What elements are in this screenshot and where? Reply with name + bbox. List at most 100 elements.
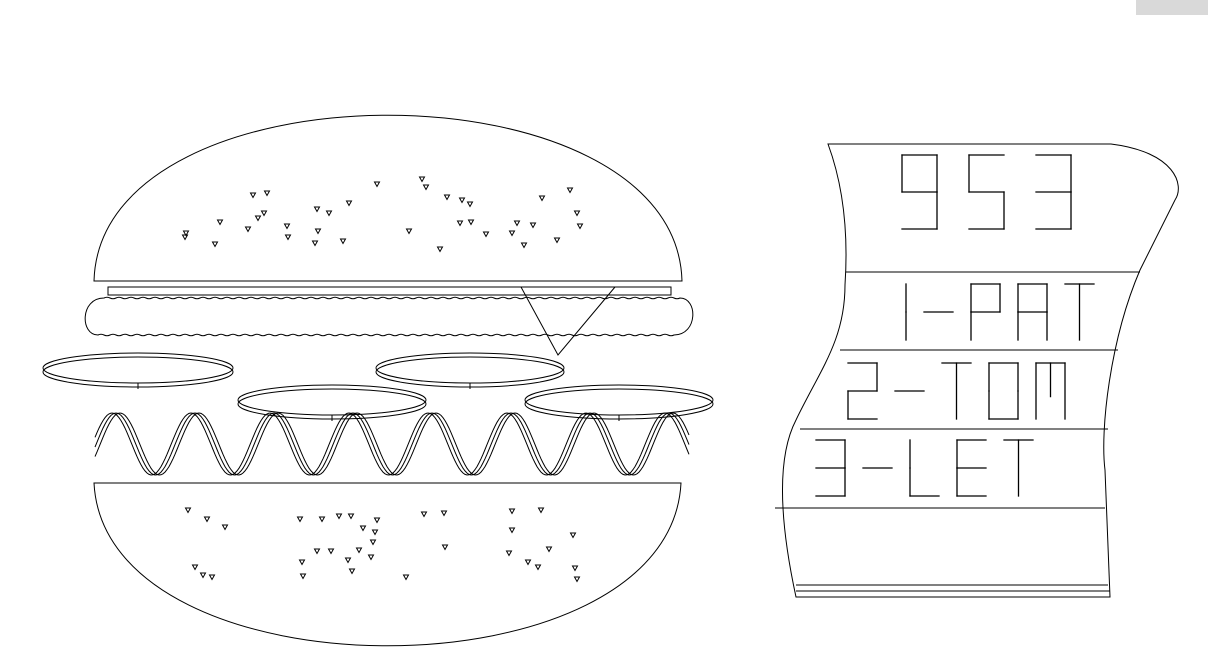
lettuce-wave: [94, 412, 690, 476]
receipt-glyph: [1017, 283, 1048, 341]
sesame-seed-icon: [508, 230, 516, 237]
bottom-bun: [93, 482, 682, 647]
receipt-glyph: [815, 439, 846, 497]
sesame-seed-icon: [181, 234, 189, 241]
sesame-seed-icon: [249, 192, 257, 199]
sesame-seed-icon: [335, 513, 343, 520]
sesame-seed-icon: [254, 215, 262, 222]
sesame-seed-icon: [373, 517, 381, 524]
order-number: [901, 154, 1072, 230]
sesame-seed-icon: [443, 194, 451, 201]
sesame-seed-icon: [359, 525, 367, 532]
sesame-seed-icon: [373, 181, 381, 188]
receipt-glyph: [1035, 154, 1072, 230]
sesame-seed-icon: [458, 197, 466, 204]
sesame-seed-icon: [524, 559, 532, 566]
receipt-glyph: [901, 154, 938, 230]
sesame-seed-icon: [505, 550, 513, 557]
sesame-seed-icon: [566, 187, 574, 194]
receipt-glyph: [970, 283, 1001, 341]
sesame-seed-icon: [418, 176, 426, 183]
sesame-seed-icon: [441, 544, 449, 551]
bottom-bun-seeds: [184, 507, 581, 583]
receipt-line-lettuce: [815, 439, 1034, 497]
sesame-seed-icon: [216, 219, 224, 226]
sesame-seed-icon: [436, 246, 444, 253]
tomato-slice: [42, 352, 234, 389]
sesame-seed-icon: [405, 228, 413, 235]
receipt-outline: [782, 143, 1179, 598]
sesame-seed-icon: [263, 190, 271, 197]
sesame-seed-icon: [456, 220, 464, 227]
tomato-slice: [375, 352, 565, 389]
tomato-slices: [42, 352, 714, 421]
sesame-seed-icon: [367, 554, 375, 561]
sesame-seed-icon: [313, 548, 321, 555]
sesame-seed-icon: [569, 532, 577, 539]
receipt-glyph: [941, 362, 972, 420]
sesame-seed-icon: [520, 242, 528, 249]
sesame-seed-icon: [348, 568, 356, 575]
sesame-seed-icon: [538, 195, 546, 202]
sesame-seed-icon: [339, 238, 347, 245]
sesame-seed-icon: [508, 508, 516, 515]
sesame-seed-icon: [325, 210, 333, 217]
sesame-seed-icon: [283, 223, 291, 230]
receipt-glyph: [847, 362, 878, 420]
sesame-seed-icon: [182, 230, 190, 237]
sesame-seed-icon: [545, 546, 553, 553]
sesame-seed-icon: [553, 237, 561, 244]
sesame-seed-icon: [284, 234, 292, 241]
sesame-seed-icon: [221, 524, 229, 531]
sesame-seed-icon: [311, 240, 319, 247]
sesame-seed-icon: [573, 210, 581, 217]
lettuce-strand: [94, 412, 690, 476]
sesame-seed-icon: [355, 547, 363, 554]
receipt-drawing: [775, 143, 1179, 598]
receipt-line-tomato: [847, 362, 1066, 420]
sesame-seed-icon: [537, 507, 545, 514]
sesame-seed-icon: [571, 565, 579, 572]
top-bun: [93, 114, 683, 282]
cheese-slice: [107, 286, 672, 296]
sesame-seed-icon: [573, 576, 581, 583]
patty: [84, 296, 694, 337]
sesame-seed-icon: [440, 510, 448, 517]
sesame-seed-icon: [208, 574, 216, 581]
lettuce-strand: [94, 412, 690, 476]
sesame-seed-icon: [467, 219, 475, 226]
sesame-seed-icon: [422, 184, 430, 191]
sesame-seed-icon: [203, 516, 211, 523]
sesame-seed-icon: [576, 223, 584, 230]
sesame-seed-icon: [420, 511, 428, 518]
tomato-slice: [524, 384, 714, 421]
sesame-seed-icon: [513, 220, 521, 227]
sesame-seed-icon: [534, 564, 542, 571]
sesame-seed-icon: [296, 516, 304, 523]
receipt-line-patty: [905, 283, 1095, 341]
sesame-seed-icon: [529, 222, 537, 229]
receipt-glyph: [909, 439, 940, 497]
sesame-seed-icon: [402, 574, 410, 581]
receipt-glyph: [1064, 283, 1095, 341]
receipt-glyph: [988, 362, 1019, 420]
receipt-glyph: [1035, 362, 1066, 420]
receipt-glyph: [1003, 439, 1034, 497]
sesame-seed-icon: [191, 564, 199, 571]
sesame-seed-icon: [244, 226, 252, 233]
sesame-seed-icon: [482, 231, 490, 238]
tomato-slice: [237, 384, 427, 421]
sesame-seed-icon: [298, 559, 306, 566]
sesame-seed-icon: [327, 548, 335, 555]
sesame-seed-icon: [313, 206, 321, 213]
receipt-glyph: [968, 154, 1005, 230]
sesame-seed-icon: [371, 529, 379, 536]
corner-button[interactable]: [1136, 0, 1208, 15]
sesame-seed-icon: [344, 557, 352, 564]
sesame-seed-icon: [369, 539, 377, 546]
sesame-seed-icon: [260, 210, 268, 217]
cheese-drip: [520, 286, 616, 356]
sesame-seed-icon: [184, 507, 192, 514]
sesame-seed-icon: [314, 228, 322, 235]
